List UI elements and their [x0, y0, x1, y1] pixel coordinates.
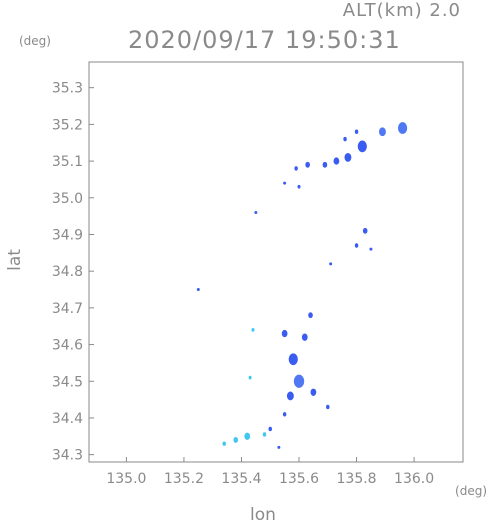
echo-cell: [196, 288, 200, 292]
y-tick-label: 34.8: [52, 264, 83, 280]
echo-cell: [397, 122, 408, 134]
altitude-label: ALT(km) 2.0: [342, 0, 461, 21]
y-tick-label: 35.1: [52, 154, 83, 170]
echo-cell: [251, 328, 255, 332]
echo-cell: [362, 227, 368, 234]
x-tick-label: 135.8: [337, 471, 377, 487]
x-tick-label: 136.0: [394, 471, 434, 487]
y-tick-label: 34.9: [52, 227, 83, 243]
echo-cell: [344, 153, 352, 162]
y-unit-label: (deg): [19, 34, 51, 48]
y-tick-label: 35.2: [52, 117, 83, 133]
echo-cell: [283, 181, 287, 185]
echo-cell: [294, 166, 298, 171]
echo-cell: [262, 432, 267, 437]
echo-cell: [343, 136, 347, 142]
echo-cell: [233, 437, 239, 443]
x-unit-label: (deg): [455, 484, 487, 498]
y-tick-label: 34.4: [52, 411, 83, 427]
echo-cell: [369, 247, 373, 251]
y-ticks: 34.3 34.4 34.5 34.6 34.7 34.8 34.9 35.0 35.1 35.2…: [52, 81, 94, 464]
x-tick-label: 135.0: [106, 471, 146, 487]
echo-cell: [293, 374, 305, 388]
plot-frame: [88, 61, 464, 463]
echo-cell: [310, 388, 317, 396]
echo-cell: [277, 445, 281, 449]
echo-cell: [333, 157, 340, 165]
echo-cell: [286, 391, 294, 401]
echo-cell: [322, 161, 328, 168]
echo-cell: [281, 329, 288, 338]
x-tick-label: 135.2: [164, 471, 204, 487]
echo-cell: [354, 129, 359, 134]
echo-cell: [282, 412, 287, 417]
y-tick-label: 34.3: [52, 448, 83, 464]
y-tick-label: 34.6: [52, 338, 83, 354]
echo-layer: [196, 122, 408, 449]
chart-title-timestamp: 2020/09/17 19:50:31: [128, 26, 401, 54]
echo-cell: [268, 426, 272, 432]
echo-cell: [301, 333, 308, 341]
echo-cell: [329, 262, 333, 266]
echo-cell: [244, 432, 251, 440]
echo-cell: [354, 243, 359, 248]
y-tick-label: 35.0: [52, 191, 83, 207]
echo-cell: [254, 210, 258, 214]
echo-cell: [248, 375, 252, 380]
x-ticks: 135.0 135.2 135.4 135.6 135.8 136.0: [106, 457, 434, 487]
echo-cell: [297, 184, 301, 189]
echo-cell: [378, 127, 386, 137]
echo-cell: [357, 140, 367, 153]
y-tick-label: 35.3: [52, 81, 83, 97]
echo-cell: [305, 161, 310, 168]
echo-cell: [222, 441, 226, 446]
x-axis-label: lon: [250, 505, 276, 525]
echo-cell: [326, 404, 330, 410]
x-tick-label: 135.6: [279, 471, 319, 487]
y-tick-label: 34.7: [52, 301, 83, 317]
echo-cell: [288, 353, 298, 366]
x-tick-label: 135.4: [221, 471, 261, 487]
echo-cell: [308, 312, 313, 319]
y-tick-label: 34.5: [52, 374, 83, 390]
